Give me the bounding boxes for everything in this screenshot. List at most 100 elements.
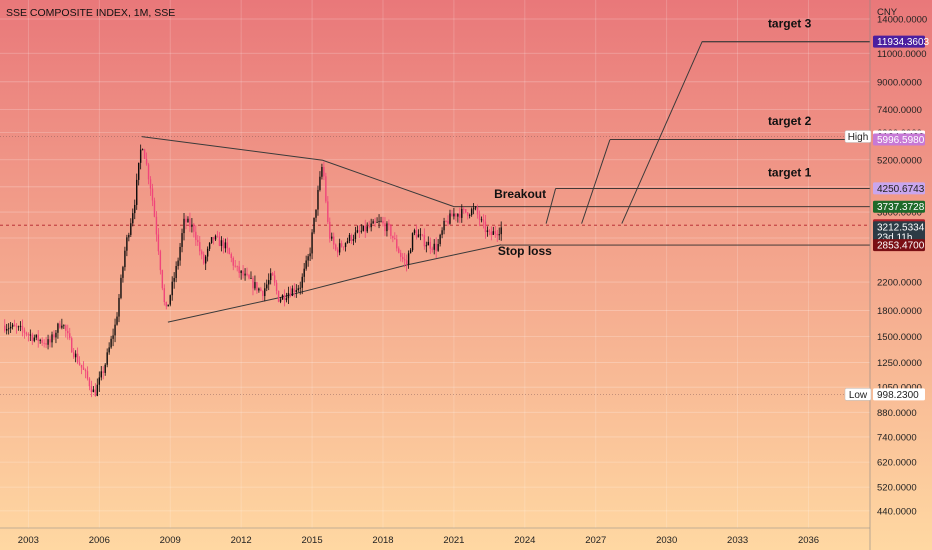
candle-body [210,237,213,243]
price-badge-value: 2853.4700 [877,241,925,252]
y-tick-label: 520.0000 [877,483,917,494]
price-badge-value: 3212.5334 [877,223,925,234]
upper-trendline [141,136,455,208]
candle-body [291,288,294,296]
candle-body [289,293,292,296]
candle-body [352,239,355,241]
candle-body [71,338,73,353]
candle-body [478,214,481,220]
candle-body [236,265,238,267]
candle-body [441,230,443,235]
candle-body [463,208,465,210]
candle-body [61,325,63,328]
x-tick-label: 2012 [231,535,252,546]
candle-body [354,232,357,240]
candle-body [173,278,175,282]
candle-body [492,231,495,235]
candle-body [358,230,361,232]
candle-body [443,220,445,231]
candle-body [445,220,447,222]
candle-body [35,334,37,338]
candle-body [171,281,173,296]
candle-body [246,273,248,275]
candle-body [268,280,270,285]
extreme-label-box [844,388,872,401]
annotations: target 3 target 2 target 1 Breakout Stop los… [494,16,812,258]
price-badge-value: 4250.6743 [877,184,925,195]
candle-body [139,149,142,163]
candle-body [293,288,296,293]
candle-body [342,246,345,248]
candle-body [199,242,201,252]
candle-body [329,221,331,239]
candle-body [167,304,169,307]
price-badge-value: 3737.3728 [877,202,925,213]
candle-body [49,339,51,343]
candle-body [175,265,177,279]
candle-body [390,225,392,236]
candle-body [346,240,349,243]
candle-body [427,241,430,246]
candle-body [130,223,132,235]
price-badge [873,221,925,244]
candle-body [94,389,97,396]
candle-body [287,293,290,299]
candle-body [470,209,473,216]
candle-body [208,242,211,249]
candle-body [260,288,262,291]
candle-body [455,213,457,217]
y-tick-label: 1250.0000 [877,358,922,369]
candle-body [437,244,439,251]
candle-body [372,221,374,224]
x-tick-label: 2036 [798,535,819,546]
y-tick-label: 620.0000 [877,458,917,469]
candle-body [187,218,189,223]
price-badge-value: 998.2300 [877,390,919,401]
candle-body [273,275,276,283]
candle-body [323,166,325,177]
target3-path [621,41,870,224]
y-tick-label: 1500.0000 [877,332,922,343]
candle-body [374,221,376,223]
y-tick-label: 9000.0000 [877,77,922,88]
candle-body [244,273,246,276]
annotation-label: Breakout [494,187,546,201]
candle-body [31,334,34,341]
candle-body [500,227,502,235]
candle-body [305,260,307,269]
candle-body [84,369,87,372]
candle-body [439,234,441,245]
candle-body [204,256,207,264]
candle-body [201,251,203,255]
candle-body [398,248,400,253]
candle-body [411,233,414,251]
extreme-label: High [848,132,869,143]
candle-body [252,277,254,289]
candle-body [15,326,18,328]
candle-body [285,298,288,301]
candle-body [474,207,477,209]
candle-body [258,288,260,291]
candle-body [396,239,398,249]
candle-body [120,277,122,298]
price-badges: 11934.36036124.0439High5996.59804250.674… [844,35,930,401]
candle-body [486,230,489,233]
candle-body [224,242,227,249]
candle-body [72,352,75,358]
x-tick-label: 2021 [443,535,464,546]
candle-body [197,240,199,243]
candle-body [37,334,39,341]
candle-body [206,248,209,257]
candle-body [459,214,461,218]
candle-body [108,347,110,353]
candle-body [11,324,14,327]
candle-body [33,337,35,341]
candle-body [151,188,154,201]
candle-body [220,240,223,246]
candle-body [230,254,232,258]
candle-body [348,234,351,241]
candle-body [451,213,453,217]
candle-body [214,235,217,240]
